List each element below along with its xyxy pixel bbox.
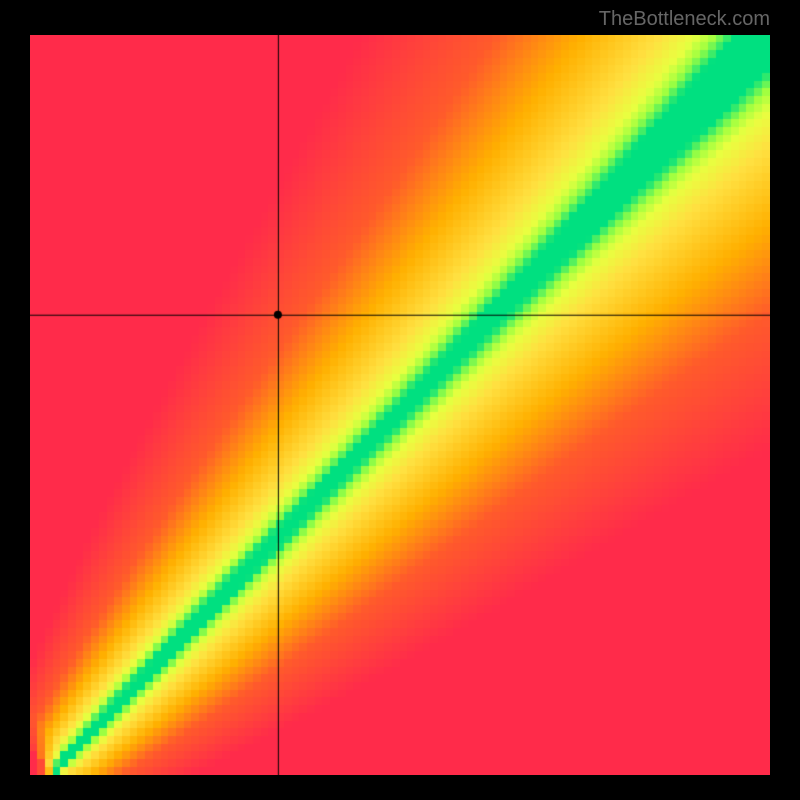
watermark-text: TheBottleneck.com bbox=[599, 8, 770, 31]
chart-container: TheBottleneck.com bbox=[0, 0, 800, 800]
heatmap-canvas bbox=[30, 35, 770, 775]
plot-area bbox=[30, 35, 770, 775]
